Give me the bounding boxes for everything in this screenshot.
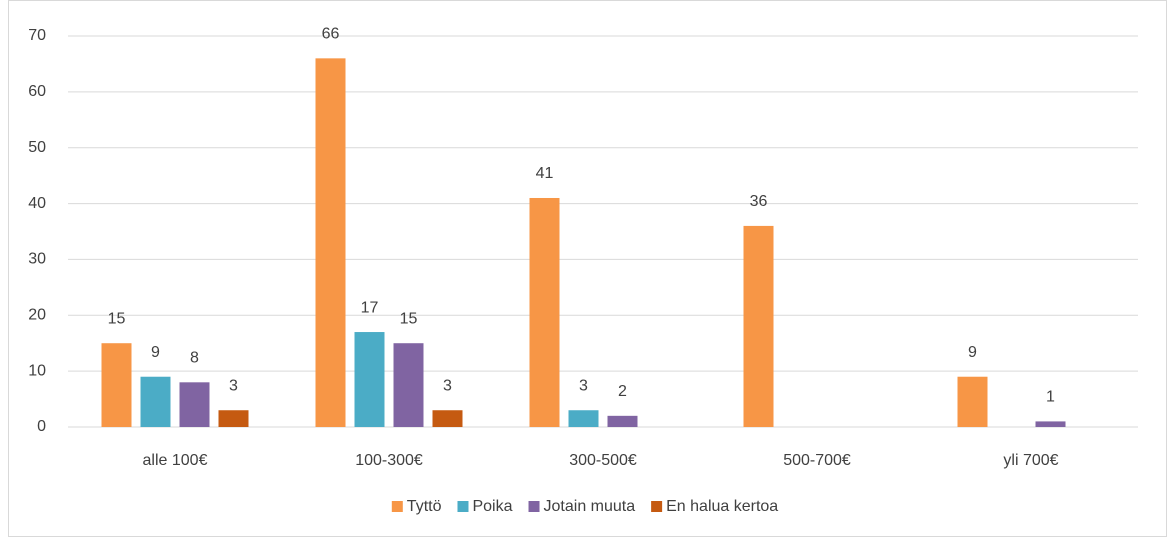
bar [218,410,249,427]
bar [101,343,132,427]
x-tick-label: 100-300€ [355,452,423,469]
bar [743,225,774,427]
y-tick-label: 20 [28,307,46,324]
value-label: 36 [750,193,768,210]
legend-label: En halua kertoa [666,498,778,515]
chart-border [8,0,1167,537]
value-label: 2 [618,383,627,400]
legend-swatch [391,501,403,512]
bar [432,410,463,427]
y-tick-label: 40 [28,195,46,212]
value-label: 15 [108,310,126,327]
x-tick-label: alle 100€ [143,452,208,469]
legend-label: Poika [472,498,512,515]
bar [393,343,424,427]
value-label: 66 [322,26,340,43]
bar [607,415,638,427]
x-tick-label: yli 700€ [1003,452,1058,469]
y-tick-label: 70 [28,27,46,44]
value-label: 15 [400,310,418,327]
bar [354,332,385,427]
bar [529,197,560,427]
bar [1035,421,1066,427]
bar [179,382,210,427]
legend-label: Tyttö [407,498,442,515]
y-tick-label: 60 [28,83,46,100]
value-label: 1 [1046,389,1055,406]
x-tick-label: 300-500€ [569,452,637,469]
bar [315,58,346,427]
legend-swatch [528,501,540,512]
y-tick-label: 0 [37,418,46,435]
y-tick-label: 30 [28,251,46,268]
value-label: 41 [536,165,554,182]
bar [568,410,599,427]
legend-swatch [651,501,663,512]
bar [957,376,988,427]
legend-swatch [457,501,469,512]
value-label: 3 [229,377,238,394]
value-label: 9 [968,344,977,361]
bar [140,376,171,427]
y-tick-label: 50 [28,139,46,156]
x-tick-label: 500-700€ [783,452,851,469]
value-label: 3 [579,377,588,394]
legend-label: Jotain muuta [544,498,636,515]
value-label: 3 [443,377,452,394]
value-label: 8 [190,350,199,367]
value-label: 9 [151,344,160,361]
y-tick-label: 10 [28,362,46,379]
value-label: 17 [361,299,379,316]
